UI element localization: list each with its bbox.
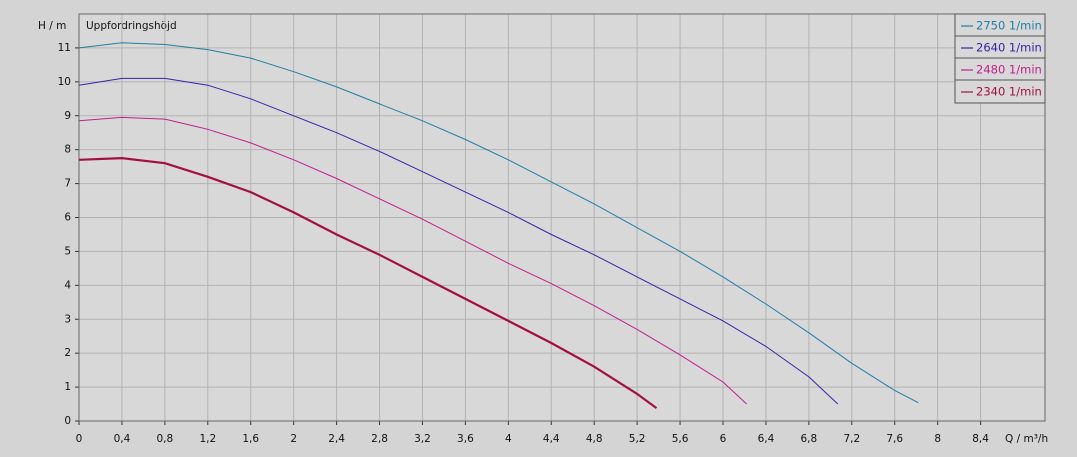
x-tick-label: 8,4 — [972, 433, 989, 445]
x-tick-label: 2,4 — [328, 433, 345, 445]
y-tick-label: 3 — [64, 313, 71, 325]
x-tick-label: 5,6 — [672, 433, 689, 445]
legend-label: 2480 1/min — [976, 63, 1042, 77]
x-tick-label: 6 — [720, 433, 727, 445]
y-tick-label: 4 — [64, 279, 71, 291]
x-tick-label: 1,2 — [199, 433, 216, 445]
x-tick-label: 0,8 — [157, 433, 174, 445]
x-tick-label: 1,6 — [242, 433, 259, 445]
x-tick-label: 2 — [290, 433, 297, 445]
x-tick-label: 4 — [505, 433, 512, 445]
x-tick-label: 3,6 — [457, 433, 474, 445]
curve — [78, 116, 747, 405]
x-axis-label: Q / m³/h — [1005, 433, 1048, 445]
plot-border — [78, 13, 1046, 422]
x-tick-label: 0,4 — [114, 433, 131, 445]
x-tick-label: 8 — [934, 433, 941, 445]
x-tick-label: 3,2 — [414, 433, 431, 445]
y-tick-label: 11 — [58, 42, 71, 54]
y-axis-label: H / m — [38, 20, 66, 32]
x-tick-label: 5,2 — [629, 433, 646, 445]
y-tick-label: 1 — [64, 381, 71, 393]
x-tick-label: 0 — [76, 433, 83, 445]
x-tick-label: 6,8 — [801, 433, 818, 445]
y-tick-label: 8 — [64, 144, 71, 156]
legend-label: 2340 1/min — [976, 85, 1042, 99]
legend-label: 2750 1/min — [976, 19, 1042, 33]
x-tick-label: 7,6 — [886, 433, 903, 445]
y-tick-label: 0 — [64, 415, 71, 427]
x-tick-label: 7,2 — [843, 433, 860, 445]
y-tick-label: 7 — [64, 178, 71, 190]
x-tick-label: 4,8 — [586, 433, 603, 445]
annotation: Uppfordringshöjd — [86, 20, 177, 32]
curve — [78, 156, 658, 409]
y-tick-label: 5 — [64, 245, 71, 257]
y-tick-label: 10 — [58, 76, 71, 88]
x-tick-label: 2,8 — [371, 433, 388, 445]
x-tick-label: 4,4 — [543, 433, 560, 445]
x-tick-label: 6,4 — [758, 433, 775, 445]
y-tick-label: 9 — [64, 110, 71, 122]
curve — [78, 77, 839, 405]
y-tick-label: 6 — [64, 212, 71, 224]
curve — [78, 42, 919, 404]
legend-label: 2640 1/min — [976, 41, 1042, 55]
y-tick-label: 2 — [64, 347, 71, 359]
